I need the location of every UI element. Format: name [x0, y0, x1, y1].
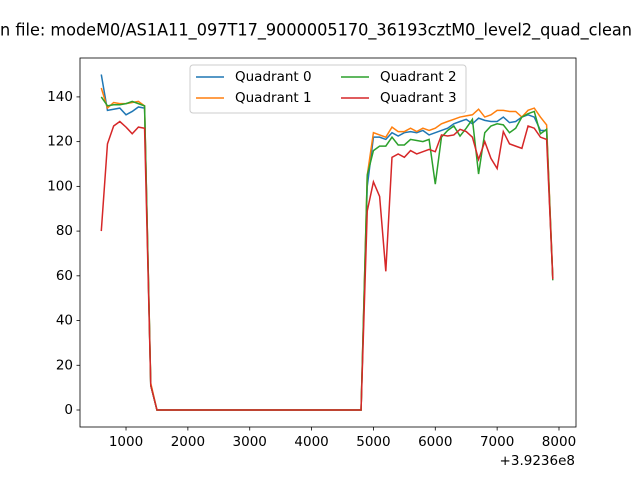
y-tick-label: 120	[47, 134, 73, 150]
x-tick-label: 8000	[542, 434, 576, 450]
series-line	[100, 120, 554, 411]
x-tick-label: 5000	[356, 434, 390, 450]
x-tick-label: 1000	[109, 434, 143, 450]
legend: Quadrant 0 Quadrant 1 Quadrant 2 Quadrant 3	[189, 64, 467, 114]
legend-box	[189, 64, 467, 114]
y-tick-label: 60	[56, 268, 73, 284]
legend-label: Quadrant 1	[235, 90, 312, 106]
x-offset-label: +3.9236e8	[500, 453, 575, 469]
y-tick-label: 20	[56, 357, 73, 373]
legend-label: Quadrant 0	[235, 69, 312, 85]
x-tick-label: 4000	[294, 434, 328, 450]
legend-label: Quadrant 2	[380, 69, 457, 85]
plot-frame	[79, 57, 577, 428]
chart-title: n file: modeM0/AS1A11_097T17_9000005170_…	[0, 21, 632, 41]
y-tick-label: 80	[56, 223, 73, 239]
x-tick-label: 6000	[418, 434, 452, 450]
x-tick-label: 7000	[480, 434, 514, 450]
x-tick-label: 3000	[233, 434, 267, 450]
y-tick-label: 140	[47, 89, 73, 105]
y-tick-label: 100	[47, 178, 73, 194]
x-tick-label: 2000	[171, 434, 205, 450]
legend-label: Quadrant 3	[380, 90, 457, 106]
y-tick-label: 0	[64, 402, 73, 418]
y-tick-label: 40	[56, 313, 73, 329]
